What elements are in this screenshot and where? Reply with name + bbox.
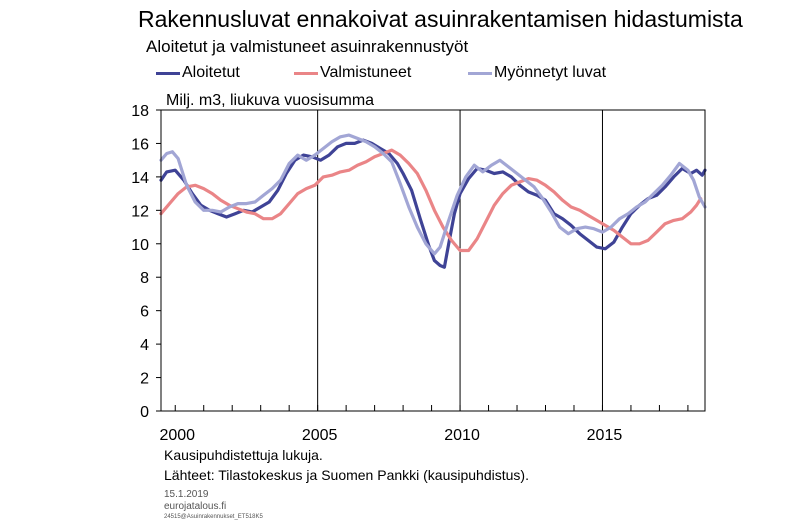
footer-site: eurojatalous.fi <box>164 501 227 512</box>
footer-meta: 15.1.2019 eurojatalous.fi 24515@Asuinrak… <box>164 489 263 521</box>
y-tick-label-10: 10 <box>131 237 149 254</box>
footer-code: 24515@Asuinrakennukset_ET518K5 <box>164 514 263 520</box>
x-tick-label-2010: 2010 <box>444 427 480 444</box>
legend-item-valmistuneet: Valmistuneet <box>294 64 411 82</box>
series-line-aloitetut <box>159 138 707 269</box>
y-tick-label-18: 18 <box>131 103 149 120</box>
y-tick-label-12: 12 <box>131 203 149 220</box>
legend-item-aloitetut: Aloitetut <box>156 64 240 82</box>
footnote-sources: Lähteet: Tilastokeskus ja Suomen Pankki … <box>164 467 529 483</box>
legend: Aloitetut Valmistuneet Myönnetyt luvat <box>0 64 801 88</box>
y-tick-label-4: 4 <box>140 337 149 354</box>
legend-item-myonnetyt-luvat: Myönnetyt luvat <box>468 64 606 82</box>
footnotes: Kausipuhdistettuja lukuja. Lähteet: Tila… <box>164 445 529 485</box>
footnote-seasonal: Kausipuhdistettuja lukuja. <box>164 447 323 463</box>
chart-subtitle: Aloitetut ja valmistuneet asuinrakennust… <box>146 37 469 56</box>
y-tick-label-14: 14 <box>131 170 149 187</box>
legend-swatch-aloitetut <box>156 71 180 75</box>
x-tick-label-2000: 2000 <box>159 427 195 444</box>
legend-label-valmistuneet: Valmistuneet <box>320 64 412 81</box>
plot-frame <box>160 109 706 412</box>
legend-label-myonnetyt-luvat: Myönnetyt luvat <box>494 64 607 81</box>
y-tick-label-16: 16 <box>131 136 149 153</box>
y-tick-label-2: 2 <box>140 371 149 388</box>
x-tick-label-2005: 2005 <box>302 427 338 444</box>
legend-label-aloitetut: Aloitetut <box>182 64 240 81</box>
legend-swatch-myonnetyt-luvat <box>468 71 492 75</box>
y-tick-label-8: 8 <box>140 270 149 287</box>
y-axis-unit-label: Milj. m3, liukuva vuosisumma <box>166 92 375 109</box>
y-tick-label-0: 0 <box>140 404 149 421</box>
series-line-valmistuneet <box>159 148 703 253</box>
y-tick-label-6: 6 <box>140 304 149 321</box>
legend-swatch-valmistuneet <box>294 71 318 75</box>
chart-title: Rakennusluvat ennakoivat asuinrakentamis… <box>138 6 743 32</box>
series-line-my-nnetyt-luvat <box>159 133 707 256</box>
footer-date: 15.1.2019 <box>164 489 209 500</box>
x-tick-label-2015: 2015 <box>587 427 623 444</box>
